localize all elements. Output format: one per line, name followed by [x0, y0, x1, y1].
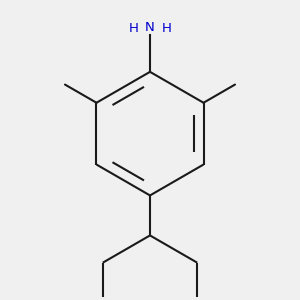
Text: H: H	[162, 22, 172, 34]
Text: N: N	[145, 21, 155, 34]
Text: H: H	[128, 22, 138, 34]
